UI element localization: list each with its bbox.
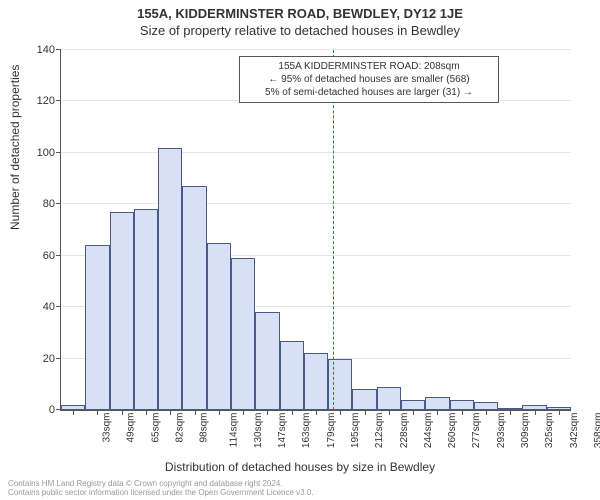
ytick-label: 80 [15, 198, 55, 210]
xtick-mark [292, 410, 293, 415]
footer-attribution: Contains HM Land Registry data © Crown c… [8, 480, 314, 498]
xtick-mark [559, 410, 560, 415]
histogram-bar [377, 387, 401, 410]
x-axis-label: Distribution of detached houses by size … [0, 460, 600, 474]
histogram-bar [328, 359, 352, 410]
xtick-label: 98sqm [199, 413, 210, 443]
xtick-mark [243, 410, 244, 415]
histogram-bar [280, 341, 304, 410]
footer-line-2: Contains public sector information licen… [8, 489, 314, 498]
xtick-label: 277sqm [472, 413, 483, 449]
annotation-line-3: 5% of semi-detached houses are larger (3… [246, 86, 492, 99]
histogram-bar [207, 243, 231, 410]
xtick-label: 130sqm [253, 413, 264, 449]
chart-area: 02040608010012014033sqm49sqm65sqm82sqm98… [60, 50, 570, 410]
ytick-label: 100 [15, 147, 55, 159]
xtick-mark [340, 410, 341, 415]
xtick-label: 228sqm [399, 413, 410, 449]
histogram-bar [304, 353, 328, 410]
ytick-label: 40 [15, 301, 55, 313]
xtick-mark [462, 410, 463, 415]
xtick-label: 260sqm [447, 413, 458, 449]
xtick-label: 342sqm [569, 413, 580, 449]
histogram-bar [450, 400, 474, 410]
xtick-label: 82sqm [175, 413, 186, 443]
xtick-label: 325sqm [544, 413, 555, 449]
histogram-bar [134, 209, 158, 410]
reference-line [333, 50, 335, 410]
histogram-bar [85, 245, 109, 410]
ytick-mark [56, 100, 61, 101]
xtick-mark [535, 410, 536, 415]
xtick-label: 65sqm [150, 413, 161, 443]
xtick-mark [170, 410, 171, 415]
histogram-bar [110, 212, 134, 410]
histogram-bar [425, 397, 449, 410]
page-subtitle: Size of property relative to detached ho… [0, 21, 600, 38]
ytick-mark [56, 358, 61, 359]
xtick-label: 163sqm [302, 413, 313, 449]
ytick-label: 60 [15, 250, 55, 262]
plot-box: 02040608010012014033sqm49sqm65sqm82sqm98… [60, 50, 571, 411]
annotation-line-2: ← 95% of detached houses are smaller (56… [246, 73, 492, 86]
histogram-bar [231, 258, 255, 410]
ytick-mark [56, 306, 61, 307]
xtick-mark [195, 410, 196, 415]
ytick-label: 140 [15, 44, 55, 56]
xtick-mark [219, 410, 220, 415]
xtick-mark [413, 410, 414, 415]
xtick-label: 212sqm [374, 413, 385, 449]
xtick-label: 293sqm [496, 413, 507, 449]
ytick-label: 20 [15, 353, 55, 365]
annotation-line-1: 155A KIDDERMINSTER ROAD: 208sqm [246, 60, 492, 73]
gridline [61, 203, 571, 204]
xtick-label: 244sqm [423, 413, 434, 449]
ytick-mark [56, 203, 61, 204]
xtick-label: 195sqm [350, 413, 361, 449]
xtick-label: 358sqm [593, 413, 600, 449]
xtick-mark [267, 410, 268, 415]
histogram-bar [474, 402, 498, 410]
xtick-mark [316, 410, 317, 415]
histogram-bar [182, 186, 206, 410]
xtick-mark [73, 410, 74, 415]
xtick-label: 114sqm [228, 413, 239, 448]
annotation-box: 155A KIDDERMINSTER ROAD: 208sqm← 95% of … [239, 56, 499, 103]
gridline [61, 152, 571, 153]
xtick-label: 309sqm [520, 413, 531, 449]
ytick-label: 0 [15, 404, 55, 416]
xtick-mark [97, 410, 98, 415]
histogram-bar [255, 312, 279, 410]
xtick-mark [365, 410, 366, 415]
xtick-label: 49sqm [126, 413, 137, 443]
gridline [61, 49, 571, 50]
xtick-mark [510, 410, 511, 415]
ytick-mark [56, 255, 61, 256]
xtick-mark [437, 410, 438, 415]
xtick-mark [389, 410, 390, 415]
histogram-bar [158, 148, 182, 410]
xtick-mark [122, 410, 123, 415]
ytick-label: 120 [15, 95, 55, 107]
page-title: 155A, KIDDERMINSTER ROAD, BEWDLEY, DY12 … [0, 0, 600, 21]
xtick-label: 179sqm [326, 413, 337, 449]
ytick-mark [56, 49, 61, 50]
histogram-bar [401, 400, 425, 410]
xtick-mark [486, 410, 487, 415]
xtick-mark [146, 410, 147, 415]
xtick-label: 33sqm [102, 413, 113, 443]
xtick-label: 147sqm [277, 413, 288, 449]
ytick-mark [56, 152, 61, 153]
histogram-bar [352, 389, 376, 410]
